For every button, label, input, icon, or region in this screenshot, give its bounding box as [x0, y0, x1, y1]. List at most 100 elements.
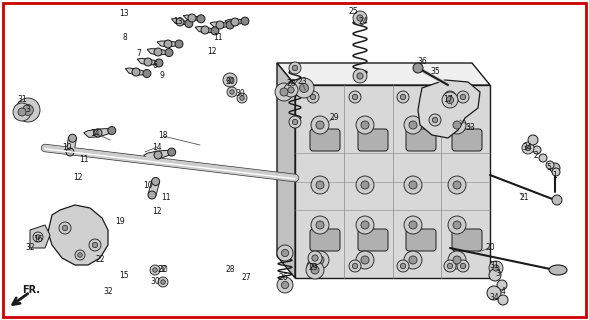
Circle shape [144, 58, 152, 66]
Circle shape [292, 119, 297, 125]
Circle shape [429, 114, 441, 126]
Circle shape [522, 142, 534, 154]
Circle shape [68, 134, 77, 142]
Text: FR.: FR. [22, 285, 40, 295]
Polygon shape [137, 59, 159, 65]
Circle shape [487, 286, 501, 300]
Circle shape [539, 154, 547, 162]
Circle shape [277, 277, 293, 293]
Circle shape [349, 91, 361, 103]
Text: 15: 15 [119, 270, 129, 279]
Text: 11: 11 [161, 193, 171, 202]
Polygon shape [225, 19, 245, 25]
Circle shape [59, 222, 71, 234]
Circle shape [36, 235, 40, 239]
Circle shape [460, 94, 466, 100]
Circle shape [311, 116, 329, 134]
Polygon shape [125, 68, 147, 75]
Circle shape [361, 221, 369, 229]
Circle shape [442, 92, 458, 108]
FancyBboxPatch shape [406, 229, 436, 251]
Circle shape [552, 168, 560, 176]
Circle shape [154, 48, 162, 56]
Circle shape [356, 116, 374, 134]
Text: 12: 12 [207, 47, 217, 57]
Polygon shape [84, 129, 112, 137]
Circle shape [62, 225, 68, 231]
Circle shape [404, 176, 422, 194]
FancyBboxPatch shape [452, 129, 482, 151]
Circle shape [197, 15, 205, 23]
Circle shape [357, 73, 363, 79]
Circle shape [361, 181, 369, 189]
Circle shape [310, 263, 316, 269]
Circle shape [409, 221, 417, 229]
Circle shape [289, 116, 301, 128]
Text: 30: 30 [150, 277, 160, 286]
Text: 12: 12 [73, 173, 82, 182]
Circle shape [356, 251, 374, 269]
FancyBboxPatch shape [358, 229, 388, 251]
Circle shape [361, 256, 369, 264]
Circle shape [132, 68, 140, 76]
Polygon shape [148, 180, 160, 196]
Circle shape [154, 151, 162, 159]
Circle shape [153, 268, 157, 272]
Text: 4: 4 [501, 286, 505, 295]
Circle shape [227, 87, 237, 97]
Circle shape [349, 260, 361, 272]
Text: 24: 24 [358, 18, 368, 27]
Circle shape [161, 280, 166, 284]
Circle shape [497, 280, 507, 290]
Text: 19: 19 [115, 218, 125, 227]
Circle shape [401, 263, 406, 269]
Circle shape [352, 94, 358, 100]
Circle shape [288, 87, 294, 93]
Polygon shape [147, 49, 169, 55]
Circle shape [230, 90, 234, 94]
Text: 11: 11 [213, 34, 223, 43]
Circle shape [489, 269, 501, 281]
Circle shape [211, 27, 219, 35]
FancyBboxPatch shape [310, 229, 340, 251]
Circle shape [284, 83, 298, 97]
Circle shape [307, 260, 319, 272]
Circle shape [92, 242, 98, 248]
Text: 33: 33 [465, 124, 475, 132]
Ellipse shape [549, 265, 567, 275]
Circle shape [404, 116, 422, 134]
Text: 28: 28 [225, 266, 235, 275]
Circle shape [294, 78, 314, 98]
Text: 13: 13 [119, 10, 129, 19]
Circle shape [448, 116, 466, 134]
Text: 32: 32 [103, 286, 113, 295]
Circle shape [432, 117, 438, 123]
Circle shape [66, 148, 74, 156]
Polygon shape [210, 22, 230, 28]
Text: 25: 25 [348, 7, 358, 17]
Polygon shape [277, 63, 295, 278]
Circle shape [409, 121, 417, 129]
Circle shape [168, 148, 176, 156]
Text: 34: 34 [489, 293, 499, 302]
Circle shape [164, 40, 172, 48]
Circle shape [353, 69, 367, 83]
Circle shape [525, 145, 531, 151]
Text: 18: 18 [158, 132, 168, 140]
Circle shape [201, 26, 209, 34]
Text: 11: 11 [80, 156, 89, 164]
Circle shape [446, 96, 454, 104]
Circle shape [404, 251, 422, 269]
Text: 30: 30 [235, 90, 245, 99]
Circle shape [453, 121, 461, 129]
Text: 22: 22 [157, 266, 167, 275]
Text: 7: 7 [137, 49, 141, 58]
Text: 28: 28 [286, 79, 296, 89]
Polygon shape [295, 85, 490, 278]
Text: 14: 14 [152, 142, 162, 151]
Text: 3: 3 [25, 106, 31, 115]
Text: 35: 35 [430, 68, 440, 76]
Circle shape [237, 93, 247, 103]
Circle shape [18, 108, 26, 116]
Circle shape [306, 261, 324, 279]
